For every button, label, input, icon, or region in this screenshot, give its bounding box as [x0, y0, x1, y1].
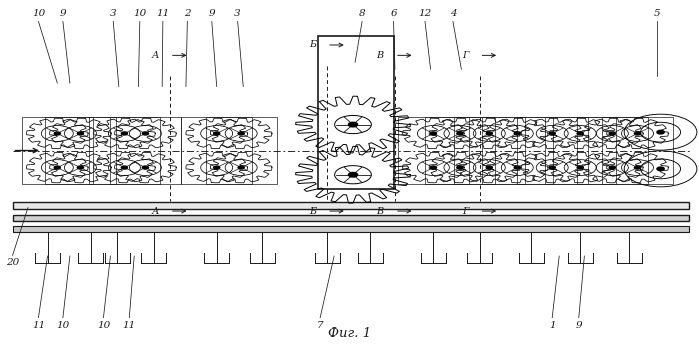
Circle shape: [143, 132, 148, 135]
Circle shape: [55, 166, 60, 169]
Circle shape: [610, 166, 615, 169]
Bar: [577, 118, 648, 183]
Bar: [398, 118, 469, 183]
Text: 10: 10: [97, 321, 110, 330]
Bar: [482, 118, 553, 183]
Circle shape: [431, 132, 436, 135]
Text: В: В: [377, 51, 384, 60]
Bar: [110, 118, 181, 183]
Circle shape: [55, 132, 60, 135]
Text: 2: 2: [184, 9, 191, 18]
Circle shape: [657, 167, 664, 171]
Text: 3: 3: [234, 9, 241, 18]
Circle shape: [348, 172, 358, 177]
Circle shape: [457, 132, 463, 135]
Circle shape: [238, 132, 244, 135]
Bar: [424, 118, 496, 183]
Text: 3: 3: [110, 9, 117, 18]
Circle shape: [122, 132, 127, 135]
Bar: [181, 118, 252, 183]
Bar: [89, 118, 160, 183]
Bar: [545, 118, 616, 183]
Text: 20: 20: [6, 258, 19, 267]
Text: 10: 10: [134, 9, 146, 18]
Text: 11: 11: [32, 321, 45, 330]
Circle shape: [457, 166, 463, 169]
Circle shape: [549, 132, 555, 135]
Circle shape: [514, 132, 520, 135]
Circle shape: [657, 130, 664, 134]
Text: 8: 8: [359, 9, 366, 18]
Text: 9: 9: [575, 321, 582, 330]
Text: 10: 10: [57, 321, 69, 330]
Bar: [517, 118, 588, 183]
Bar: [13, 215, 689, 221]
Circle shape: [78, 166, 83, 169]
Circle shape: [143, 166, 148, 169]
Text: 9: 9: [59, 9, 66, 18]
Text: 11: 11: [123, 321, 136, 330]
Circle shape: [487, 132, 492, 135]
Circle shape: [122, 166, 127, 169]
Text: Г: Г: [462, 207, 468, 216]
Text: 10: 10: [32, 9, 45, 18]
Text: Г: Г: [462, 51, 468, 60]
Text: В: В: [377, 207, 384, 216]
Text: 12: 12: [419, 9, 431, 18]
Text: 7: 7: [317, 321, 324, 330]
Bar: [45, 118, 116, 183]
Text: 4: 4: [449, 9, 456, 18]
Circle shape: [549, 166, 555, 169]
Bar: [454, 118, 525, 183]
Circle shape: [214, 166, 219, 169]
Circle shape: [214, 132, 219, 135]
Bar: [13, 202, 689, 209]
Text: 5: 5: [654, 9, 661, 18]
Text: Б: Б: [309, 207, 316, 216]
Circle shape: [577, 132, 583, 135]
Circle shape: [487, 166, 492, 169]
Text: 6: 6: [390, 9, 397, 18]
Text: 9: 9: [208, 9, 215, 18]
Bar: [13, 226, 689, 232]
Text: А: А: [151, 51, 159, 60]
Circle shape: [78, 132, 83, 135]
Text: 1: 1: [549, 321, 556, 330]
Bar: [318, 36, 394, 189]
Text: А: А: [151, 207, 159, 216]
Bar: [602, 118, 673, 183]
Text: Б: Б: [309, 40, 316, 49]
Circle shape: [610, 132, 615, 135]
Bar: [206, 118, 277, 183]
Text: 11: 11: [157, 9, 169, 18]
Circle shape: [514, 166, 520, 169]
Circle shape: [635, 132, 640, 135]
Circle shape: [238, 166, 244, 169]
Bar: [22, 118, 93, 183]
Circle shape: [348, 122, 358, 127]
Circle shape: [635, 166, 640, 169]
Circle shape: [431, 166, 436, 169]
Text: Фиг. 1: Фиг. 1: [328, 327, 371, 340]
Circle shape: [577, 166, 583, 169]
